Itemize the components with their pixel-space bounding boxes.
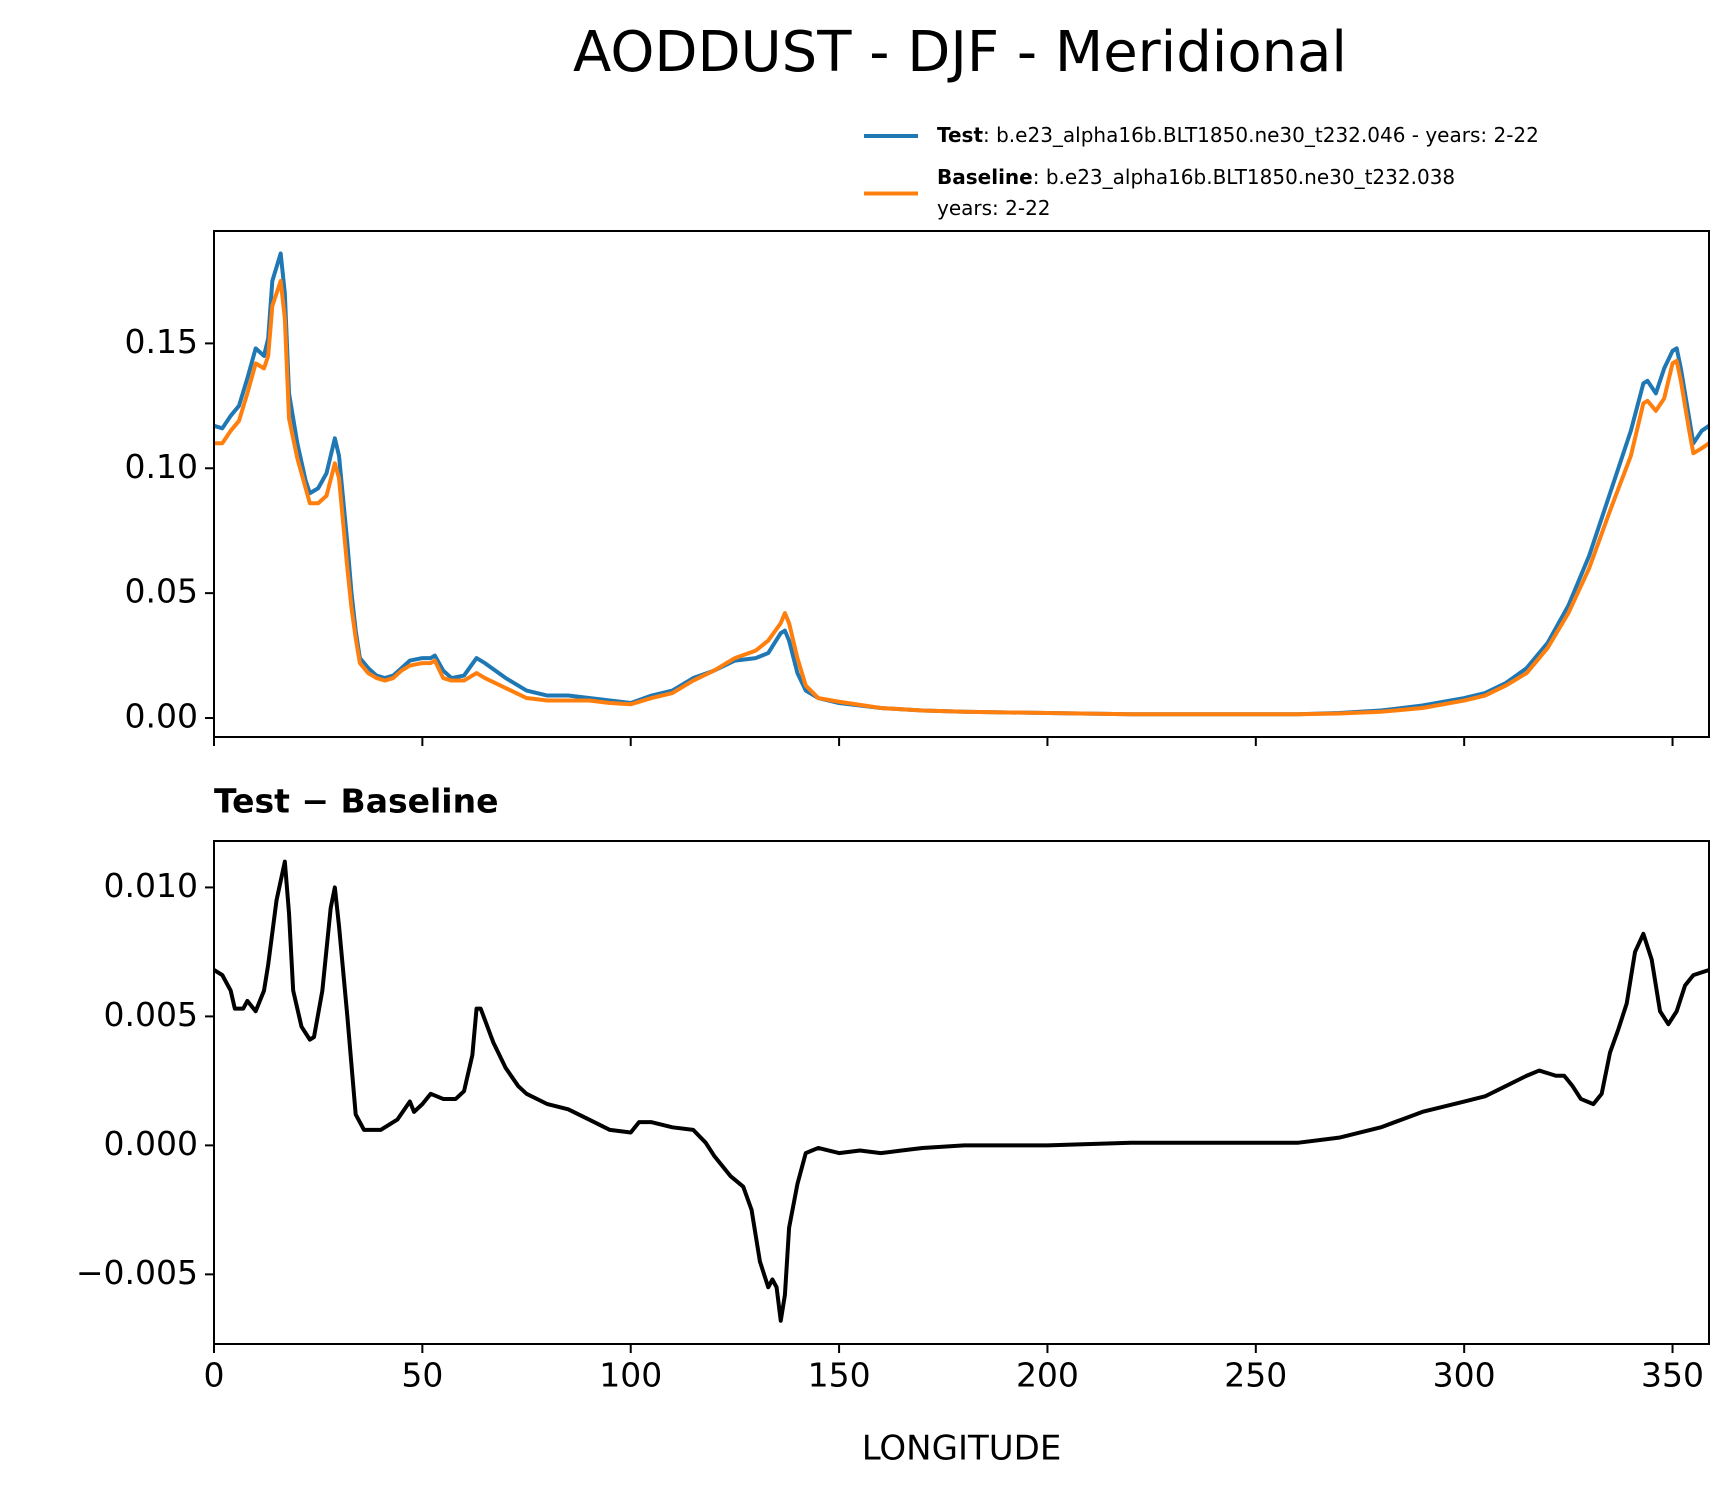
y-tick-label: 0.010 xyxy=(104,866,198,905)
x-tick-label: 100 xyxy=(599,1356,662,1395)
chart-title: AODDUST - DJF - Meridional xyxy=(573,20,1347,85)
legend-desc: : b.e23_alpha16b.BLT1850.ne30_t232.046 -… xyxy=(983,123,1539,147)
legend-desc: : b.e23_alpha16b.BLT1850.ne30_t232.038 xyxy=(1033,165,1455,189)
y-tick-label: 0.000 xyxy=(104,1124,198,1163)
y-tick-label: 0.15 xyxy=(125,322,198,361)
axes-frame xyxy=(213,840,1710,1345)
x-tick-label: 300 xyxy=(1433,1356,1496,1395)
x-tick-label: 150 xyxy=(808,1356,871,1395)
y-tick-label: 0.00 xyxy=(125,697,198,736)
data-line xyxy=(214,278,1711,717)
x-tick-label: 0 xyxy=(204,1356,225,1395)
x-tick-label: 350 xyxy=(1641,1356,1704,1395)
legend-text: Baseline: b.e23_alpha16b.BLT1850.ne30_t2… xyxy=(937,165,1455,189)
x-tick-label: 50 xyxy=(401,1356,443,1395)
data-line xyxy=(212,859,1710,1323)
y-tick-label: 0.05 xyxy=(125,572,198,611)
legend-name: Test xyxy=(937,123,983,147)
y-tick-label: 0.005 xyxy=(104,995,198,1034)
axes-frame xyxy=(213,230,1710,738)
legend-text: years: 2-22 xyxy=(937,196,1051,220)
legend-desc: years: 2-22 xyxy=(937,196,1051,220)
x-axis-label: LONGITUDE xyxy=(862,1429,1062,1469)
legend-name: Baseline xyxy=(937,165,1033,189)
y-tick-label: −0.005 xyxy=(76,1253,198,1292)
x-tick-label: 250 xyxy=(1224,1356,1287,1395)
panel-title: Test − Baseline xyxy=(214,782,499,821)
legend-text: Test: b.e23_alpha16b.BLT1850.ne30_t232.0… xyxy=(937,123,1539,147)
x-tick-label: 200 xyxy=(1016,1356,1079,1395)
y-tick-label: 0.10 xyxy=(125,447,198,486)
